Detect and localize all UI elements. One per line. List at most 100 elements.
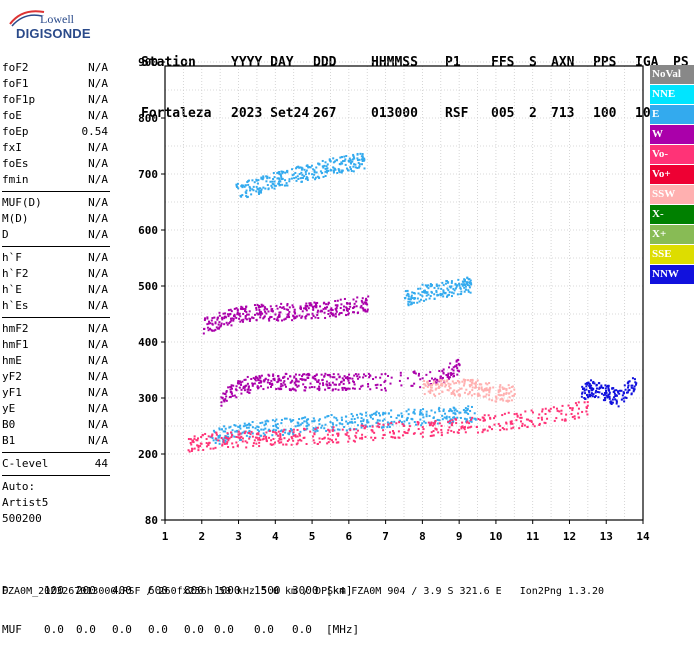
echo-mark bbox=[323, 374, 326, 377]
param-value: N/A bbox=[88, 93, 108, 106]
echo-mark bbox=[265, 435, 268, 438]
echo-mark bbox=[571, 416, 574, 419]
echo-mark bbox=[289, 381, 292, 384]
echo-mark bbox=[322, 166, 325, 169]
echo-mark bbox=[463, 382, 466, 385]
echo-mark bbox=[598, 382, 601, 385]
echo-mark bbox=[608, 389, 611, 392]
echo-mark bbox=[623, 384, 626, 387]
echo-mark bbox=[235, 396, 238, 399]
echo-mark bbox=[279, 430, 282, 433]
echo-mark bbox=[327, 312, 330, 315]
echo-mark bbox=[589, 385, 592, 388]
echo-mark bbox=[590, 387, 593, 390]
echo-mark bbox=[288, 178, 291, 181]
echo-mark bbox=[419, 409, 422, 412]
echo-mark bbox=[590, 392, 593, 395]
echo-mark bbox=[327, 437, 330, 440]
param-value: N/A bbox=[88, 251, 108, 264]
echo-mark bbox=[397, 436, 400, 439]
echo-mark bbox=[310, 317, 313, 320]
echo-mark bbox=[432, 429, 435, 432]
echo-mark bbox=[321, 382, 324, 385]
echo-mark bbox=[326, 415, 329, 418]
echo-mark bbox=[301, 310, 304, 313]
echo-mark bbox=[350, 412, 353, 415]
param-g2-1: M(D) N/A bbox=[2, 211, 110, 227]
echo-mark bbox=[348, 437, 351, 440]
echo-mark bbox=[452, 412, 455, 415]
echo-mark bbox=[442, 289, 445, 292]
echo-mark bbox=[247, 183, 250, 186]
echo-mark bbox=[511, 394, 514, 397]
echo-mark bbox=[287, 308, 290, 311]
echo-mark bbox=[279, 434, 282, 437]
echo-mark bbox=[217, 435, 220, 438]
echo-mark bbox=[537, 417, 540, 420]
echo-mark bbox=[584, 397, 587, 400]
echo-mark bbox=[399, 374, 402, 377]
echo-mark bbox=[454, 408, 457, 411]
echo-mark bbox=[434, 380, 437, 383]
echo-mark bbox=[211, 433, 214, 436]
echo-mark bbox=[266, 381, 269, 384]
echo-mark bbox=[432, 416, 435, 419]
echo-mark bbox=[324, 423, 327, 426]
echo-mark bbox=[561, 418, 564, 421]
echo-mark bbox=[312, 435, 315, 438]
echo-mark bbox=[218, 311, 221, 314]
echo-mark bbox=[367, 421, 370, 424]
echo-mark bbox=[350, 418, 353, 421]
param-value: N/A bbox=[88, 338, 108, 351]
echo-mark bbox=[398, 414, 401, 417]
echo-mark bbox=[302, 427, 305, 430]
echo-mark bbox=[429, 371, 432, 374]
echo-mark bbox=[605, 394, 608, 397]
echo-mark bbox=[343, 155, 346, 158]
echo-mark bbox=[306, 376, 309, 379]
echo-mark bbox=[313, 171, 316, 174]
echo-mark bbox=[244, 317, 247, 320]
echo-mark bbox=[301, 417, 304, 420]
echo-mark bbox=[334, 438, 337, 441]
echo-mark bbox=[553, 419, 556, 422]
echo-mark bbox=[585, 410, 588, 413]
echo-mark bbox=[429, 389, 432, 392]
echo-mark bbox=[463, 380, 466, 383]
echo-mark bbox=[445, 295, 448, 298]
echo-mark bbox=[387, 412, 390, 415]
echo-mark bbox=[332, 171, 335, 174]
echo-mark bbox=[334, 383, 337, 386]
echo-mark bbox=[347, 313, 350, 316]
echo-mark bbox=[303, 307, 306, 310]
echo-mark bbox=[421, 426, 424, 429]
echo-mark bbox=[263, 306, 266, 309]
echo-mark bbox=[337, 373, 340, 376]
echo-mark bbox=[343, 305, 346, 308]
echo-mark bbox=[588, 383, 591, 386]
echo-mark bbox=[391, 423, 394, 426]
echo-mark bbox=[444, 412, 447, 415]
echo-mark bbox=[573, 417, 576, 420]
echo-mark bbox=[233, 435, 236, 438]
echo-mark bbox=[500, 394, 503, 397]
echo-mark bbox=[227, 446, 230, 449]
echo-mark bbox=[632, 387, 635, 390]
echo-mark bbox=[297, 384, 300, 387]
echo-mark bbox=[434, 427, 437, 430]
echo-mark bbox=[266, 386, 269, 389]
param-name: foF1p bbox=[2, 93, 36, 106]
param-name: foE bbox=[2, 109, 22, 122]
echo-mark bbox=[616, 390, 619, 393]
echo-mark bbox=[349, 421, 352, 424]
echo-mark bbox=[280, 438, 283, 441]
echo-mark bbox=[293, 177, 296, 180]
echo-mark bbox=[466, 281, 469, 284]
echo-mark bbox=[214, 446, 217, 449]
echo-mark bbox=[430, 409, 433, 412]
echo-mark bbox=[458, 364, 461, 367]
echo-mark bbox=[469, 380, 472, 383]
echo-mark bbox=[447, 421, 450, 424]
echo-mark bbox=[439, 375, 442, 378]
echo-mark bbox=[595, 389, 598, 392]
